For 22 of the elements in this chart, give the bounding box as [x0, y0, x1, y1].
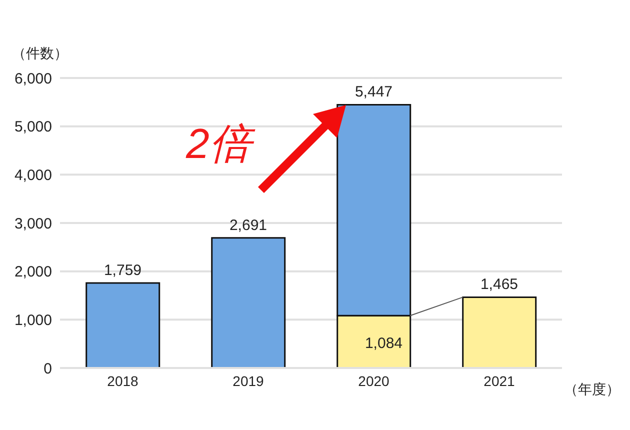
bar: [462, 296, 537, 368]
y-axis-title: （件数）: [12, 45, 68, 61]
annotation: 2倍: [185, 120, 256, 167]
y-tick-label: 4,000: [14, 166, 52, 184]
total-label: 5,447: [354, 84, 393, 101]
x-tick-label: 2018: [107, 372, 139, 389]
y-tick-label: 1,000: [14, 312, 52, 329]
bar: [211, 237, 286, 368]
bar: [86, 282, 160, 368]
y-tick-label: 3,000: [14, 215, 52, 232]
y-tick-label: 6,000: [14, 70, 52, 88]
x-tick-label: 2021: [484, 372, 516, 389]
y-tick-label: 2,000: [14, 264, 52, 281]
total-label: 1,759: [104, 262, 142, 279]
data-label: 1,084: [364, 334, 403, 352]
y-tick-label: 5,000: [14, 118, 52, 136]
y-tick-label: 0: [44, 360, 52, 378]
total-label: 2,691: [229, 216, 268, 234]
total-label: 1,465: [480, 276, 518, 294]
x-tick-label: 2020: [358, 372, 390, 389]
x-axis-title: （年度）: [564, 381, 620, 397]
x-tick-label: 2019: [232, 372, 264, 389]
